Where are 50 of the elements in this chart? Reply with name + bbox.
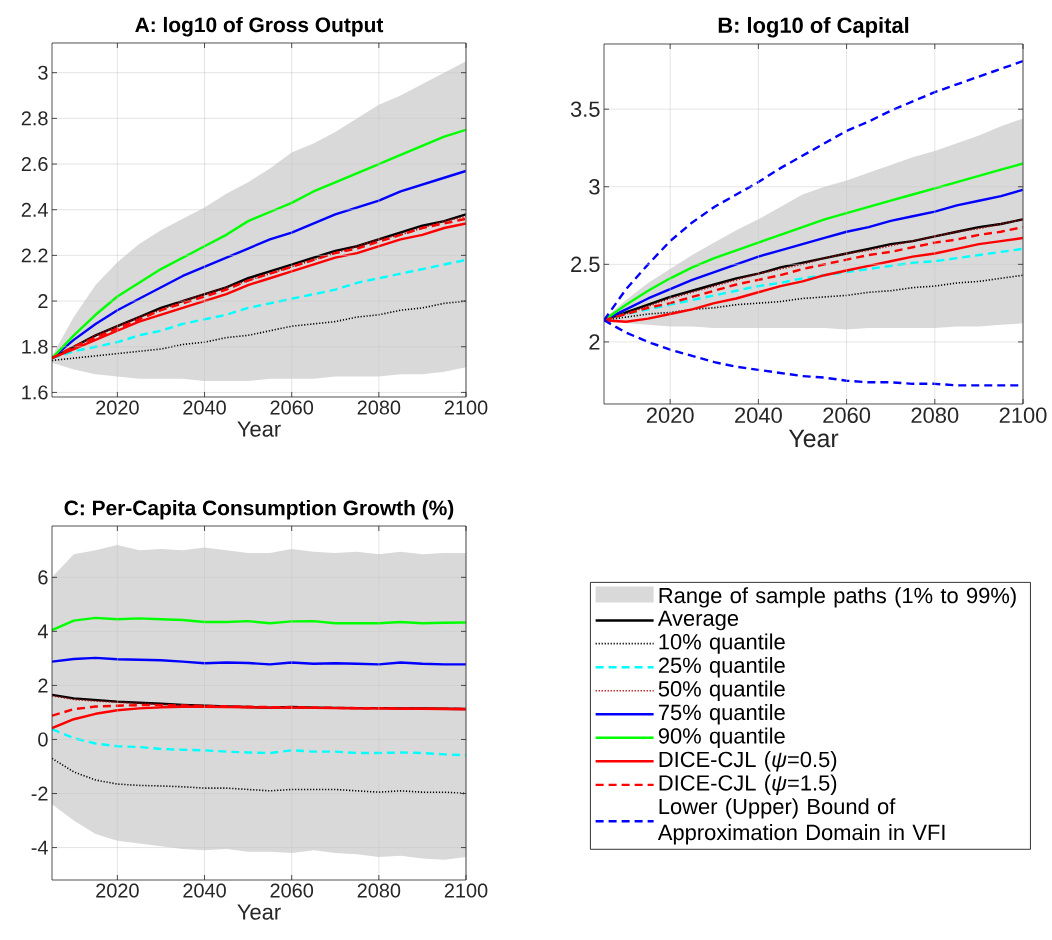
legend-label: 25% quantile xyxy=(658,656,785,678)
x-tick-label: 2040 xyxy=(735,407,782,424)
y-tick-label: 6 xyxy=(38,570,48,585)
x-tick-label: 2100 xyxy=(444,883,488,898)
x-tick-label: 2080 xyxy=(911,407,959,424)
y-tick-label: 1.8 xyxy=(22,339,48,354)
legend-label: Lower (Upper) Bound of Approximation Domain in VFI xyxy=(657,798,945,845)
y-tick-label: 2.4 xyxy=(21,202,48,217)
x-tick-label: 2100 xyxy=(444,400,488,415)
x-tick-label: 2080 xyxy=(357,400,401,415)
y-tick-label: 3.5 xyxy=(570,101,600,117)
line-series xyxy=(52,656,466,666)
legend-label: 10% quantile xyxy=(659,633,785,654)
y-tick-label: -4 xyxy=(31,840,48,855)
y-tick-label: -2 xyxy=(31,786,48,801)
y-tick-label: 2.2 xyxy=(21,248,48,263)
chart-title: C: Per-Capita Consumption Growth (%) xyxy=(64,500,454,520)
y-tick-label: 2 xyxy=(589,334,600,350)
y-tick-label: 1.6 xyxy=(22,385,48,400)
legend-label: Average xyxy=(657,610,739,631)
y-tick-label: 2.8 xyxy=(21,111,48,126)
legend-label: 75% quantile xyxy=(658,704,785,725)
x-tick-label: 2060 xyxy=(823,407,871,424)
x-tick-label: 2020 xyxy=(96,883,139,898)
legend-label: DICE-CJL (ψ=1.5) xyxy=(659,774,837,796)
x-tick-label: 2060 xyxy=(270,883,314,898)
y-tick-label: 2.5 xyxy=(571,256,600,273)
chart-title: B: log10 of Capital xyxy=(718,16,909,38)
x-tick-label: 2080 xyxy=(357,883,401,898)
y-tick-label: 3 xyxy=(589,178,600,195)
chart-title: A: log10 of Gross Output xyxy=(135,16,384,37)
y-tick-label: 2 xyxy=(38,294,48,309)
x-tick-label: 2040 xyxy=(183,883,226,898)
x-tick-label: 2060 xyxy=(270,400,314,415)
legend-label: DICE-CJL (ψ=0.5) xyxy=(659,751,837,772)
legend-label: Range of sample paths (1% to 99%) xyxy=(659,587,1016,608)
y-tick-label: 0 xyxy=(38,732,48,747)
legend-label: 50% quantile xyxy=(658,680,785,701)
y-tick-label: 2.6 xyxy=(21,156,48,172)
x-tick-label: 2020 xyxy=(96,400,139,415)
x-axis-title: Year xyxy=(788,429,839,448)
x-tick-label: 2100 xyxy=(999,407,1047,424)
x-tick-label: 2040 xyxy=(183,400,226,415)
legend-label: 90% quantile xyxy=(658,727,785,748)
y-tick-label: 3 xyxy=(38,65,48,80)
x-tick-label: 2020 xyxy=(646,407,694,424)
y-tick-label: 4 xyxy=(37,624,48,639)
y-tick-label: 2 xyxy=(38,678,48,693)
x-axis-title: Year xyxy=(237,904,281,920)
x-axis-title: Year xyxy=(237,421,281,437)
